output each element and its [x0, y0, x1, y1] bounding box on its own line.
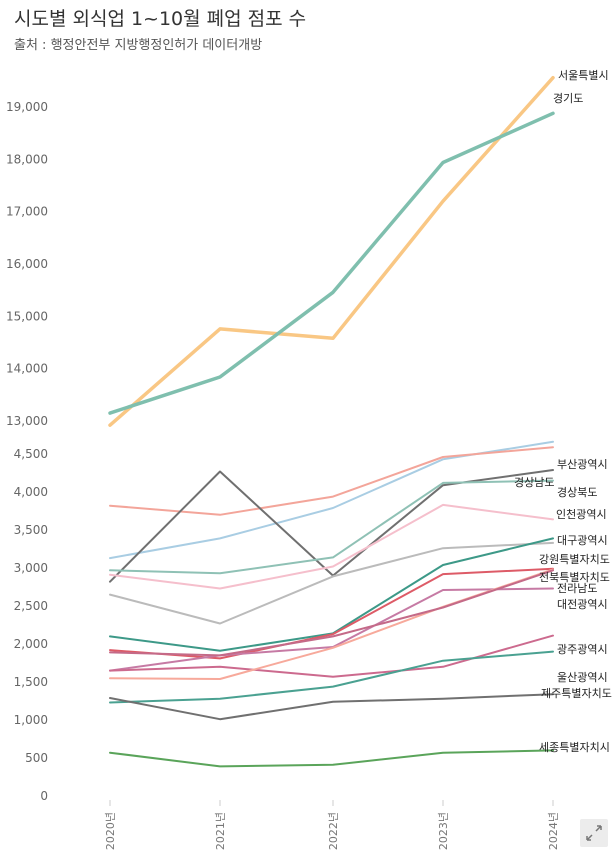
- series-label: 광주광역시: [557, 643, 608, 656]
- y-tick-label: 4,500: [14, 447, 48, 461]
- series-label: 울산광역시: [557, 671, 608, 684]
- series-line-광주광역시: [109, 634, 554, 678]
- series-line-대전광역시: [109, 587, 554, 672]
- series-label: 경상남도: [514, 476, 554, 489]
- series-label: 제주특별자치도: [541, 687, 612, 700]
- y-tick-label: 3,000: [14, 561, 48, 575]
- y-tick-label: 13,000: [6, 414, 48, 428]
- series-line-부산광역시: [109, 440, 554, 560]
- series-line-unlabeled-13: [109, 568, 554, 680]
- y-tick-label: 14,000: [6, 362, 48, 376]
- series-label: 경기도: [553, 92, 583, 105]
- series-line-인천광역시: [109, 479, 554, 575]
- series-line-서울특별시: [108, 75, 555, 427]
- series-label: 강원특별자치도: [539, 553, 610, 566]
- chart-title: 시도별 외식업 1~10월 폐업 점포 수: [14, 8, 307, 30]
- x-tick-label: 2024년: [547, 812, 560, 850]
- series-label: 전북특별자치도: [539, 571, 610, 584]
- y-tick-label: 3,500: [14, 523, 48, 537]
- series-line-세종특별자치시: [109, 749, 554, 768]
- chart-source: 출처 : 행정안전부 지방행정인허가 데이터개방: [14, 38, 263, 53]
- y-tick-label: 1,000: [14, 713, 48, 727]
- y-tick-label: 17,000: [6, 205, 48, 219]
- x-tick-label: 2022년: [327, 812, 340, 850]
- series-label: 전라남도: [557, 582, 597, 595]
- x-tick-label: 2023년: [437, 812, 450, 850]
- y-tick-label: 19,000: [6, 100, 48, 114]
- series-line-경기도: [108, 111, 555, 415]
- series-line-unlabeled-14: [109, 569, 554, 657]
- y-tick-label: 0: [40, 789, 48, 803]
- series-line-경상남도: [109, 446, 554, 516]
- series-label: 세종특별자치시: [539, 741, 610, 754]
- expand-button[interactable]: [580, 819, 608, 847]
- y-tick-label: 18,000: [6, 152, 48, 166]
- series-line-전라남도: [109, 567, 554, 660]
- x-tick-label: 2021년: [214, 812, 227, 850]
- series-line-울산광역시: [109, 650, 554, 704]
- y-tick-label: 1,500: [14, 675, 48, 689]
- series-line-대구광역시: [109, 503, 554, 590]
- series-label: 대구광역시: [557, 534, 608, 547]
- expand-icon: [586, 825, 602, 841]
- y-tick-label: 2,000: [14, 637, 48, 651]
- y-tick-label: 2,500: [14, 599, 48, 613]
- y-tick-label: 16,000: [6, 257, 48, 271]
- y-tick-label: 15,000: [6, 309, 48, 323]
- series-label: 서울특별시: [558, 69, 609, 82]
- y-tick-label: 500: [25, 751, 48, 765]
- series-label: 부산광역시: [557, 458, 608, 471]
- series-line-제주특별자치도: [109, 693, 554, 721]
- series-line-경상북도: [109, 469, 554, 583]
- series-line-강원특별자치도: [109, 541, 554, 625]
- x-tick-label: 2020년: [104, 812, 117, 850]
- series-label: 인천광역시: [556, 507, 607, 521]
- series-label: 대전광역시: [557, 598, 608, 611]
- y-tick-label: 4,000: [14, 485, 48, 499]
- series-label: 경상북도: [557, 486, 597, 499]
